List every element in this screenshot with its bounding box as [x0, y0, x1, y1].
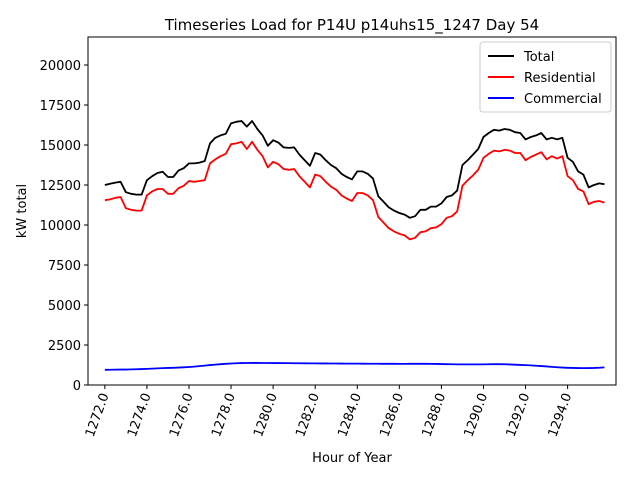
- plot-area: [104, 120, 605, 371]
- legend-label-residential: Residential: [524, 71, 596, 86]
- y-axis: 0 2500 5000 7500 10000 12500 15000 17500 20000: [40, 59, 88, 394]
- y-tick-label: 12500: [40, 179, 81, 194]
- y-tick-label: 15000: [40, 139, 81, 154]
- legend: Total Residential Commercial: [479, 41, 612, 113]
- axes-frame: [87, 36, 617, 386]
- legend-label-total: Total: [523, 50, 554, 65]
- y-tick-label: 2500: [48, 339, 81, 354]
- y-tick-label: 7500: [48, 259, 81, 274]
- y-tick-label: 20000: [40, 59, 81, 74]
- x-axis-label: Hour of Year: [312, 451, 392, 466]
- y-tick-label: 0: [73, 379, 81, 394]
- series-line-residential: [104, 140, 605, 241]
- y-tick-label: 10000: [40, 219, 81, 234]
- series-line-total: [104, 120, 605, 219]
- y-axis-label: kW total: [15, 184, 30, 238]
- chart-title: Timeseries Load for P14U p14uhs15_1247 D…: [164, 16, 539, 35]
- y-tick-label: 5000: [48, 299, 81, 314]
- legend-box: [479, 41, 612, 113]
- series-line-commercial: [104, 362, 605, 371]
- y-tick-label: 17500: [40, 99, 81, 114]
- legend-label-commercial: Commercial: [524, 92, 602, 107]
